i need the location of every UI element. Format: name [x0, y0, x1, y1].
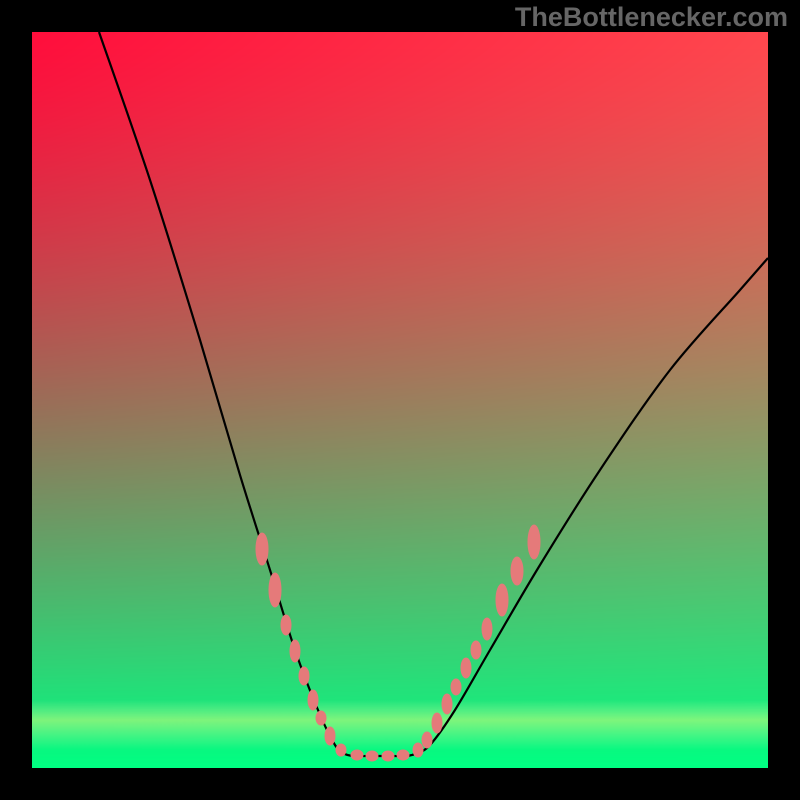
marker-right — [461, 658, 471, 678]
marker-right — [422, 732, 432, 748]
marker-right — [528, 525, 540, 559]
marker-right — [442, 694, 452, 714]
marker-right — [511, 557, 523, 585]
marker-left — [269, 573, 281, 607]
plot-area — [32, 32, 768, 768]
watermark: TheBottlenecker.com — [515, 2, 788, 33]
marker-left — [299, 667, 309, 685]
marker-left — [281, 615, 291, 635]
bottleneck-curve — [99, 32, 768, 756]
marker-center — [351, 750, 363, 760]
curve-layer — [0, 0, 800, 800]
marker-right — [482, 618, 492, 640]
marker-left — [308, 690, 318, 710]
marker-left — [325, 727, 335, 745]
marker-right — [496, 584, 508, 616]
marker-center — [382, 751, 394, 761]
marker-left — [256, 533, 268, 565]
marker-left — [316, 711, 326, 725]
marker-right — [432, 713, 442, 733]
marker-right — [451, 679, 461, 695]
marker-center — [366, 751, 378, 761]
marker-center — [397, 750, 409, 760]
marker-left — [290, 640, 300, 662]
marker-right — [413, 743, 423, 757]
marker-left — [336, 744, 346, 756]
marker-right — [471, 641, 481, 659]
